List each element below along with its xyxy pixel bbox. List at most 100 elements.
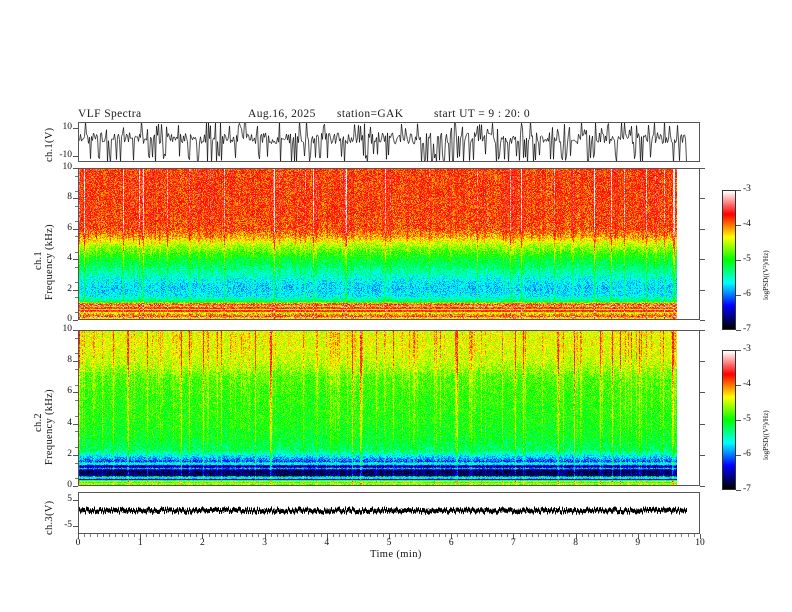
- ch2-freq-minor-tick: [75, 447, 78, 448]
- ch1-colorbar-ticklabel--4: -4: [743, 219, 751, 229]
- x-minor-tick: [221, 534, 223, 537]
- ch1-freq-tickmark-right-10: [700, 168, 705, 169]
- ch2-freq-tickmark-8: [73, 361, 78, 363]
- x-minor-tick: [588, 534, 590, 537]
- x-minor-tick: [544, 534, 546, 537]
- x-tickmark-0: [78, 534, 79, 539]
- x-minor-tick: [301, 534, 303, 537]
- ch2-freq-minor-tick: [75, 462, 78, 464]
- ch1-colorbar-ticklabel--3: -3: [743, 184, 751, 194]
- ch3-waveform-canvas: [79, 493, 699, 533]
- x-ticklabel-1: 1: [137, 538, 143, 548]
- ch1-freq-tickmark-8: [73, 198, 78, 200]
- ch2-colorbar-ticklabel--4: -4: [743, 379, 751, 389]
- x-minor-tick: [208, 534, 210, 537]
- x-ticklabel-3: 3: [262, 538, 267, 548]
- x-minor-tick: [625, 534, 627, 537]
- x-minor-tick: [600, 534, 602, 537]
- ch2-freq-ticklabel-10: 10: [62, 324, 73, 334]
- x-minor-tick: [606, 534, 608, 537]
- x-minor-tick: [171, 534, 173, 537]
- ch2-colorbar-ticklabel--3: -3: [743, 344, 751, 354]
- ch1-freq-tickmark-2: [73, 289, 78, 291]
- ch2-freq-minor-tick: [75, 384, 78, 386]
- x-ticklabel-2: 2: [200, 538, 205, 548]
- x-minor-tick: [687, 534, 689, 537]
- x-minor-tick: [494, 534, 496, 537]
- x-minor-tick: [245, 534, 247, 537]
- x-minor-tick: [482, 534, 484, 537]
- ch2-freq-minor-tick: [75, 400, 78, 402]
- x-minor-tick: [339, 534, 341, 537]
- x-minor-tick: [693, 534, 695, 537]
- x-minor-tick: [90, 534, 92, 537]
- ch2-freq-tickmark-6: [73, 392, 78, 394]
- ch1-freq-tickmark-10: [73, 168, 78, 169]
- x-ticklabel-9: 9: [635, 538, 641, 548]
- ch1-freq-minor-tick: [75, 312, 78, 314]
- x-minor-tick: [594, 534, 596, 537]
- ch1-freq-minor-tick: [75, 175, 78, 177]
- x-minor-tick: [84, 534, 86, 537]
- x-minor-tick: [631, 534, 633, 537]
- x-minor-tick: [102, 534, 104, 537]
- ch1-freq-tickmark-right-2: [700, 289, 705, 291]
- x-minor-tick: [270, 534, 272, 537]
- ch1-spectrogram-canvas: [79, 169, 689, 319]
- x-tickmark-8: [575, 534, 577, 539]
- ch2-freq-tickmark-10: [73, 330, 78, 331]
- ch2-freq-ticklabel-8: 8: [67, 355, 72, 366]
- ch1-freq-minor-tick: [75, 221, 78, 223]
- x-minor-tick: [239, 534, 241, 537]
- x-tickmark-2: [202, 534, 204, 539]
- x-minor-tick: [183, 534, 185, 537]
- ch1v-ticklabel-10: 10: [62, 121, 73, 132]
- x-minor-tick: [289, 534, 291, 537]
- ch1-colorbar-tickmark--4: [736, 225, 741, 226]
- ch1-colorbar-ticklabel--6: -6: [743, 289, 751, 299]
- ch1v-ticklabel--10: -10: [59, 150, 72, 161]
- x-minor-tick: [650, 534, 652, 537]
- ch1v-tickmark--10: [73, 156, 78, 158]
- x-minor-tick: [370, 534, 372, 537]
- ch2-colorbar-label: logPSD((V²)/Hz): [762, 410, 770, 460]
- ch2-colorbar-tickmark--4: [736, 385, 741, 386]
- x-minor-tick: [382, 534, 384, 537]
- x-minor-tick: [662, 534, 664, 537]
- x-minor-tick: [619, 534, 621, 537]
- x-minor-tick: [146, 534, 148, 537]
- x-minor-tick: [351, 534, 353, 537]
- ch1-freq-tickmark-right-0: [700, 320, 705, 321]
- ch2-freq-minor-tick: [75, 415, 78, 417]
- x-minor-tick: [314, 534, 316, 537]
- x-ticklabel-7: 7: [511, 538, 516, 548]
- x-ticklabel-8: 8: [573, 538, 578, 548]
- ch3v-ticklabel-5: 5: [67, 493, 72, 504]
- x-minor-tick: [109, 534, 111, 537]
- x-tickmark-4: [326, 534, 328, 539]
- ch2-freq-minor-tick: [75, 353, 78, 355]
- ch2-freq-minor-tick: [75, 478, 78, 480]
- x-minor-tick: [550, 534, 552, 537]
- x-minor-tick: [258, 534, 260, 537]
- x-minor-tick: [581, 534, 583, 537]
- ch2-freq-tickmark-0: [73, 486, 78, 487]
- x-ticklabel-6: 6: [448, 538, 454, 548]
- figure-station: station=GAK: [337, 108, 404, 120]
- x-minor-tick: [569, 534, 571, 537]
- ch1v-tickmark-10: [73, 127, 78, 129]
- ch1-freq-minor-tick: [75, 236, 78, 238]
- x-minor-tick: [668, 534, 670, 537]
- ch2-freq-tickmark-right-4: [700, 423, 705, 425]
- x-minor-tick: [401, 534, 403, 537]
- x-minor-tick: [525, 534, 527, 537]
- ch1-freq-minor-tick: [75, 251, 78, 253]
- x-minor-tick: [426, 534, 428, 537]
- x-minor-tick: [438, 534, 440, 537]
- x-minor-tick: [457, 534, 459, 537]
- x-minor-tick: [413, 534, 415, 537]
- x-minor-tick: [556, 534, 558, 537]
- x-tickmark-6: [451, 534, 453, 539]
- ch2-freq-tickmark-right-6: [700, 392, 705, 394]
